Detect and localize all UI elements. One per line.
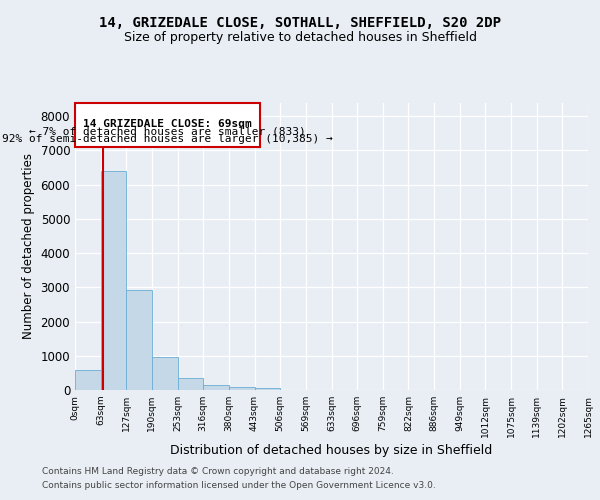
- FancyBboxPatch shape: [75, 102, 260, 147]
- Bar: [101, 171, 127, 390]
- Bar: [152, 357, 178, 390]
- Y-axis label: Number of detached properties: Number of detached properties: [22, 153, 35, 340]
- Bar: [254, 388, 280, 390]
- Text: 14, GRIZEDALE CLOSE, SOTHALL, SHEFFIELD, S20 2DP: 14, GRIZEDALE CLOSE, SOTHALL, SHEFFIELD,…: [99, 16, 501, 30]
- Text: 92% of semi-detached houses are larger (10,385) →: 92% of semi-detached houses are larger (…: [2, 134, 333, 144]
- Text: Contains HM Land Registry data © Crown copyright and database right 2024.: Contains HM Land Registry data © Crown c…: [42, 468, 394, 476]
- Bar: [178, 378, 203, 390]
- Text: Size of property relative to detached houses in Sheffield: Size of property relative to detached ho…: [124, 31, 476, 44]
- Bar: [75, 370, 101, 390]
- Text: 14 GRIZEDALE CLOSE: 69sqm: 14 GRIZEDALE CLOSE: 69sqm: [83, 119, 252, 129]
- Bar: [127, 290, 152, 390]
- Bar: [229, 386, 254, 390]
- X-axis label: Distribution of detached houses by size in Sheffield: Distribution of detached houses by size …: [170, 444, 493, 457]
- Bar: [203, 384, 229, 390]
- Text: Contains public sector information licensed under the Open Government Licence v3: Contains public sector information licen…: [42, 481, 436, 490]
- Text: ← 7% of detached houses are smaller (833): ← 7% of detached houses are smaller (833…: [29, 126, 306, 136]
